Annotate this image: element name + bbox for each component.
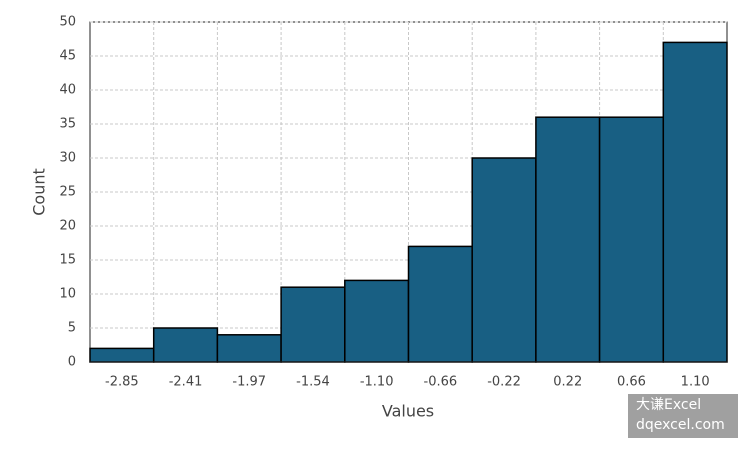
y-axis-label: Count	[30, 168, 49, 216]
watermark-box	[628, 394, 738, 438]
y-tick-label: 40	[59, 83, 76, 98]
bar	[598, 116, 665, 363]
y-tick-label: 45	[59, 49, 76, 64]
x-tick-label: 0.66	[617, 375, 646, 390]
y-tick-label: 15	[59, 253, 76, 268]
x-tick-label: 0.22	[553, 375, 582, 390]
x-tick-label: -2.85	[105, 375, 139, 390]
bar	[407, 245, 473, 363]
bar	[152, 327, 219, 363]
y-tick-label: 50	[59, 15, 76, 30]
y-tick-label: 10	[59, 287, 76, 302]
bar	[89, 347, 155, 363]
x-tick-label: -2.41	[169, 375, 203, 390]
x-tick-label: 1.10	[681, 375, 710, 390]
y-tick-label: 0	[68, 355, 76, 370]
x-tick-label: -1.97	[232, 375, 266, 390]
bar	[344, 279, 410, 363]
x-axis-label: Values	[382, 402, 434, 421]
x-tick-label: -1.54	[296, 375, 330, 390]
bar	[471, 157, 537, 363]
bar	[535, 116, 601, 363]
y-tick-label: 25	[59, 185, 76, 200]
y-tick-label: 20	[59, 219, 76, 234]
x-tick-label: -0.22	[487, 375, 521, 390]
y-tick-label: 35	[59, 117, 76, 132]
bar	[662, 41, 728, 363]
y-tick-label: 30	[59, 151, 76, 166]
y-tick-label: 5	[68, 321, 76, 336]
watermark-text: 大谦Excel	[636, 397, 701, 413]
x-tick-label: -1.10	[360, 375, 394, 390]
x-tick-label: -0.66	[424, 375, 458, 390]
bar	[280, 286, 346, 363]
watermark-text: dqexcel.com	[636, 417, 725, 433]
bar	[216, 334, 282, 363]
